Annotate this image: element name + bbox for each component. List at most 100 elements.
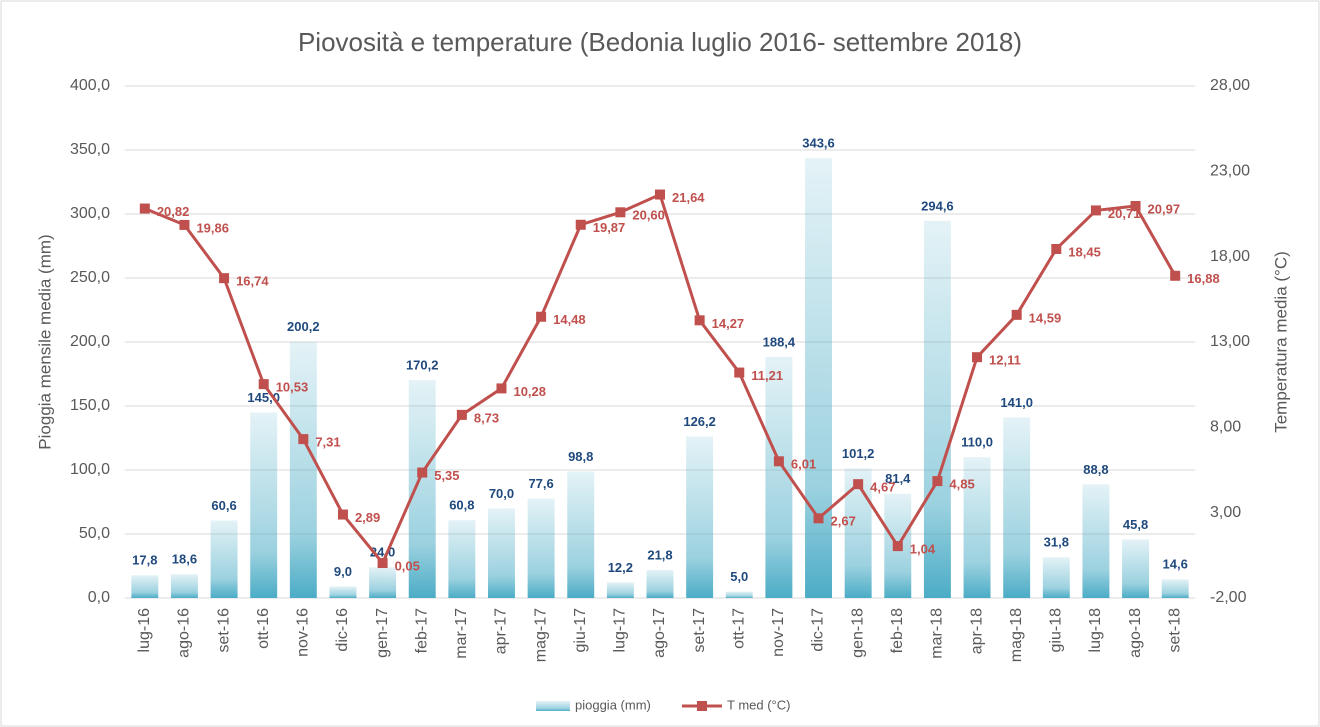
bar: [567, 471, 595, 598]
x-tick-label: feb-17: [413, 608, 430, 653]
y-tick-label: 400,0: [70, 77, 110, 94]
y-tick-label: 350,0: [70, 141, 110, 158]
bar-value-label: 60,6: [211, 498, 236, 513]
x-tick-label: set-17: [691, 608, 708, 653]
bar-value-label: 188,4: [763, 334, 796, 349]
line-value-label: 7,31: [315, 435, 340, 450]
legend-label: T med (°C): [727, 697, 790, 712]
line-marker: [694, 315, 705, 326]
line-marker: [298, 434, 309, 445]
line-marker: [456, 409, 467, 420]
bar: [1082, 484, 1110, 598]
line-value-label: 20,97: [1148, 201, 1181, 216]
bar-value-label: 110,0: [961, 435, 993, 450]
bar-value-label: 12,2: [608, 560, 633, 575]
line-marker: [258, 379, 269, 390]
x-tick-label: ago-17: [651, 608, 668, 658]
line-marker: [1090, 205, 1101, 216]
y2-tick-label: -2,00: [1210, 589, 1247, 606]
line-value-label: 2,89: [355, 510, 380, 525]
y2-tick-label: 13,00: [1210, 333, 1250, 350]
bar: [725, 591, 753, 598]
bar-value-label: 14,6: [1163, 557, 1188, 572]
x-tick-label: ott-17: [730, 608, 747, 649]
bar-value-label: 81,4: [885, 471, 911, 486]
line-marker: [932, 476, 943, 487]
line-marker: [219, 273, 230, 284]
bar-value-label: 9,0: [334, 564, 352, 579]
bar-value-label: 31,8: [1044, 535, 1069, 550]
x-tick-label: lug-16: [136, 608, 153, 653]
line-marker: [734, 367, 745, 378]
line-marker: [655, 189, 665, 200]
x-tick-label: giu-17: [572, 608, 589, 653]
x-tick-label: nov-16: [295, 608, 312, 657]
bar: [369, 567, 397, 598]
bar-value-label: 101,2: [842, 446, 875, 461]
line-value-label: 20,82: [157, 204, 190, 219]
bar-value-label: 126,2: [683, 414, 716, 429]
line-marker: [417, 467, 428, 478]
bar-value-label: 88,8: [1083, 462, 1108, 477]
line-value-label: 11,21: [751, 368, 783, 383]
bar-value-label: 18,6: [172, 552, 197, 567]
x-tick-label: apr-18: [968, 608, 985, 654]
bar-value-label: 45,8: [1123, 517, 1148, 532]
x-tick-label: set-18: [1166, 608, 1183, 653]
bar-value-label: 5,0: [730, 569, 748, 584]
x-tick-label: ott-16: [255, 608, 272, 649]
x-tick-label: lug-17: [612, 608, 629, 653]
bar-value-label: 60,8: [449, 498, 474, 513]
line-marker: [536, 311, 547, 322]
x-tick-label: nov-17: [770, 608, 787, 657]
bar-value-label: 77,6: [528, 476, 553, 491]
y2-tick-label: 8,00: [1210, 419, 1241, 436]
x-tick-label: dic-16: [334, 608, 351, 652]
x-tick-label: dic-17: [810, 608, 827, 652]
line-value-label: 14,59: [1029, 310, 1062, 325]
line-value-label: 4,85: [949, 477, 974, 492]
line-value-label: 20,60: [632, 208, 665, 223]
x-tick-label: mag-17: [532, 608, 549, 662]
line-marker: [853, 479, 864, 490]
y-tick-label: 250,0: [70, 269, 110, 286]
line-value-label: 0,05: [395, 558, 420, 573]
line-marker: [615, 207, 626, 218]
y2-tick-label: 28,00: [1210, 77, 1250, 94]
y-tick-label: 0,0: [88, 589, 110, 606]
bar: [1042, 557, 1070, 598]
bar: [765, 356, 793, 598]
line-value-label: 14,48: [553, 312, 586, 327]
bar: [170, 574, 198, 598]
bar: [923, 220, 951, 599]
bar: [686, 436, 714, 598]
x-tick-label: mar-17: [453, 608, 470, 659]
x-tick-label: giu-18: [1048, 608, 1065, 653]
bar: [448, 520, 476, 598]
bar-value-label: 17,8: [132, 553, 157, 568]
line-value-label: 21,64: [672, 190, 705, 205]
y-axis-label: Pioggia mensile media (mm): [35, 234, 54, 449]
bar-value-label: 294,6: [921, 198, 954, 213]
y-tick-label: 50,0: [79, 525, 110, 542]
line-value-label: 10,53: [276, 380, 309, 395]
y2-tick-label: 23,00: [1210, 163, 1250, 180]
bar: [1003, 417, 1031, 598]
line-marker: [1170, 270, 1181, 281]
line-marker: [179, 219, 190, 230]
line-marker: [377, 558, 388, 569]
line-marker: [575, 219, 586, 230]
line-value-label: 5,35: [434, 468, 459, 483]
line-marker: [813, 513, 824, 524]
y-tick-label: 300,0: [70, 205, 110, 222]
line-marker: [337, 509, 348, 520]
x-tick-label: gen-17: [374, 608, 391, 658]
y2-tick-label: 3,00: [1210, 504, 1241, 521]
line-marker: [773, 456, 784, 467]
bar: [527, 498, 555, 598]
x-tick-label: ago-16: [176, 608, 193, 658]
y-tick-label: 100,0: [70, 461, 110, 478]
line-marker: [1051, 243, 1062, 254]
line-value-label: 19,87: [593, 220, 626, 235]
